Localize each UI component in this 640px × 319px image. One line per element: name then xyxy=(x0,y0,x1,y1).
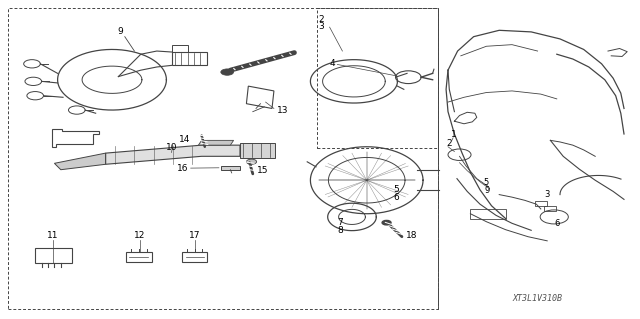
Polygon shape xyxy=(198,140,234,145)
Text: 5: 5 xyxy=(393,185,399,194)
Text: 9: 9 xyxy=(484,186,490,195)
Text: 5: 5 xyxy=(483,178,488,187)
Circle shape xyxy=(246,159,257,164)
Bar xyxy=(126,252,152,262)
Text: 11: 11 xyxy=(47,231,59,240)
Polygon shape xyxy=(221,166,240,170)
Text: 7: 7 xyxy=(337,218,343,227)
Circle shape xyxy=(221,69,234,75)
Text: 13: 13 xyxy=(276,106,288,115)
Text: 6: 6 xyxy=(554,219,559,227)
Text: XT3L1V310B: XT3L1V310B xyxy=(513,294,563,303)
Text: 9: 9 xyxy=(118,27,123,36)
Text: 17: 17 xyxy=(189,231,200,240)
Bar xyxy=(240,143,275,158)
Text: 15: 15 xyxy=(257,166,269,175)
Bar xyxy=(470,209,506,219)
Bar xyxy=(172,52,207,65)
Text: 16: 16 xyxy=(177,164,189,173)
Text: 4: 4 xyxy=(330,59,335,68)
Bar xyxy=(544,206,556,211)
Text: 12: 12 xyxy=(134,231,145,240)
Bar xyxy=(35,248,72,263)
Text: 2: 2 xyxy=(319,15,324,24)
Text: 8: 8 xyxy=(337,226,343,235)
Text: 2: 2 xyxy=(447,139,452,148)
Bar xyxy=(182,252,207,262)
Polygon shape xyxy=(54,153,106,170)
Text: 6: 6 xyxy=(393,193,399,202)
Bar xyxy=(172,45,188,52)
Text: 18: 18 xyxy=(406,231,417,240)
Polygon shape xyxy=(106,145,240,164)
Text: 3: 3 xyxy=(545,190,550,199)
Bar xyxy=(535,201,547,206)
Text: 3: 3 xyxy=(319,22,324,31)
Text: 14: 14 xyxy=(179,135,190,144)
Text: 10: 10 xyxy=(166,143,177,152)
Text: 1: 1 xyxy=(451,130,457,139)
Circle shape xyxy=(382,220,391,225)
